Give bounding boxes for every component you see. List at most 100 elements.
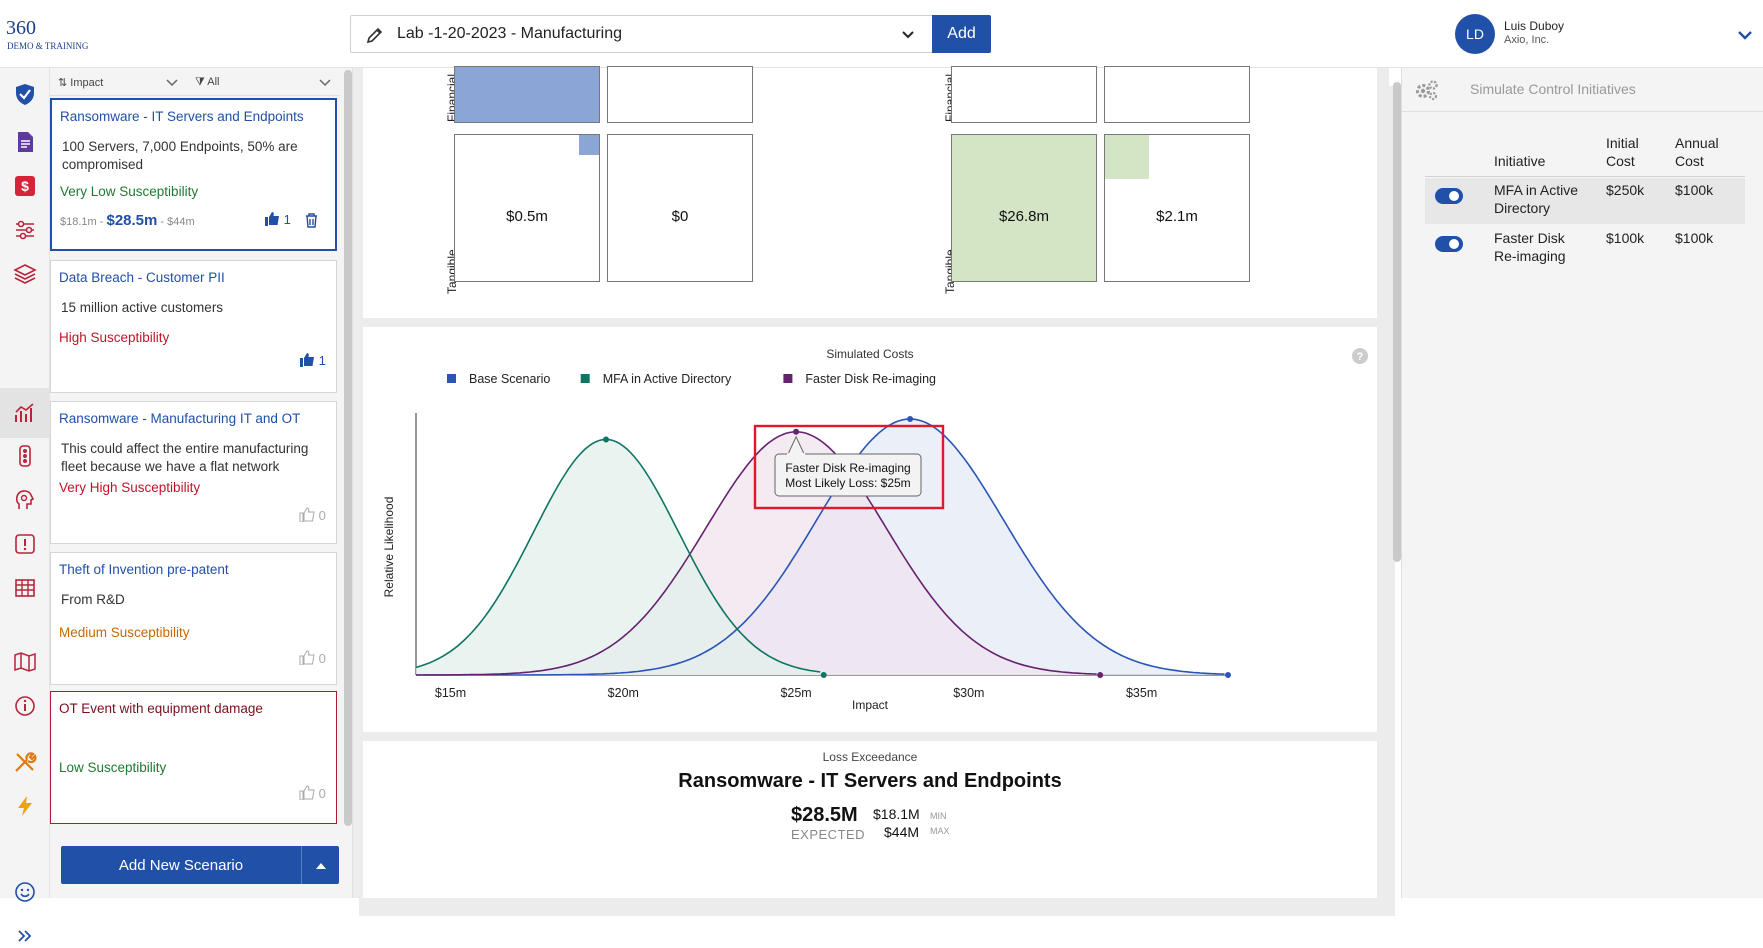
loss-min-label: MIN — [930, 811, 947, 821]
add-scenario-menu-button[interactable] — [301, 846, 339, 884]
lightning-icon[interactable] — [13, 794, 37, 818]
assessment-value: Lab -1-20-2023 - Manufacturing — [397, 25, 623, 42]
matrix-cell: $2.1m — [1104, 134, 1250, 282]
like-button[interactable]: 1 — [299, 352, 326, 368]
table-icon[interactable] — [13, 576, 37, 600]
rail-active-indicator — [0, 388, 50, 438]
loss-range: $18.1m - $28.5m - $44m — [60, 212, 195, 229]
filter-select[interactable]: ⧩ All — [195, 76, 331, 89]
series-peak-point — [793, 428, 800, 435]
matrix-value: $0.5m — [506, 208, 548, 225]
shield-check-icon[interactable] — [13, 82, 37, 106]
range-max: - $44m — [160, 216, 195, 228]
like-button[interactable]: 1 — [264, 211, 291, 227]
legend-label: MFA in Active Directory — [603, 372, 732, 386]
x-tick-label: $25m — [780, 686, 811, 700]
loss-expected-label: EXPECTED — [791, 827, 866, 842]
initiative-toggle[interactable] — [1435, 236, 1463, 252]
svg-text:$: $ — [21, 178, 29, 194]
scenario-description: This could affect the entire manufacturi… — [61, 441, 309, 474]
susceptibility-label: High Susceptibility — [59, 330, 170, 345]
scenario-description: 15 million active customers — [61, 300, 224, 315]
matrix-fill — [579, 135, 599, 155]
dollar-icon[interactable]: $ — [13, 174, 37, 198]
thumbs-up-icon — [299, 650, 315, 666]
initial-cost: $250k — [1606, 182, 1645, 198]
like-button[interactable]: 0 — [299, 785, 326, 801]
main-scroll-thumb[interactable] — [1393, 82, 1401, 562]
simulated-costs-chart[interactable]: Simulated Costs ? Base Scenario MFA in Acti… — [363, 327, 1377, 732]
smiley-icon[interactable] — [13, 880, 37, 904]
header-annual: Annual — [1675, 135, 1719, 151]
initiative-row[interactable]: MFA in Active Directory $250k $100k — [1425, 178, 1745, 224]
y-axis-label: Relative Likelihood — [382, 497, 396, 598]
alert-icon[interactable] — [13, 532, 37, 556]
initial-cost: $100k — [1606, 230, 1645, 246]
assessment-select[interactable]: Lab -1-20-2023 - Manufacturing — [350, 15, 933, 53]
chart-title: Simulated Costs — [826, 347, 913, 361]
initiative-row[interactable]: Faster Disk Re-imaging $100k $100k — [1425, 226, 1745, 272]
layers-icon[interactable] — [13, 262, 37, 286]
tooltip-box — [774, 453, 922, 497]
top-bar: axio360 DEMO & TRAINING Lab -1-20-2023 -… — [0, 0, 1763, 916]
sliders-icon[interactable] — [13, 218, 37, 242]
like-button[interactable]: 0 — [299, 650, 326, 666]
initiative-toggle[interactable] — [1435, 188, 1463, 204]
traffic-light-icon[interactable] — [13, 444, 37, 468]
like-count: 1 — [318, 353, 326, 368]
user-menu-chevron-icon[interactable] — [1737, 27, 1753, 43]
map-icon[interactable] — [13, 650, 37, 674]
tooltip-pointer-mask — [787, 453, 806, 456]
initiative-name-line2: Re-imaging — [1494, 248, 1566, 264]
header-initial: Initial — [1606, 135, 1639, 151]
x-tick-label: $30m — [953, 686, 984, 700]
document-icon[interactable] — [13, 130, 37, 154]
series-line — [415, 438, 821, 673]
tools-icon[interactable] — [13, 750, 37, 774]
axio-logo[interactable]: axio360 DEMO & TRAINING — [6, 18, 1395, 916]
info-icon[interactable] — [13, 694, 37, 718]
matrix-cell — [951, 66, 1097, 123]
head-gear-icon[interactable] — [13, 488, 37, 512]
expand-icon[interactable] — [13, 924, 37, 948]
scenario-card[interactable]: Ransomware - IT Servers and Endpoints 10… — [50, 98, 337, 251]
scenario-card[interactable]: OT Event with equipment damage Low Susce… — [50, 691, 337, 824]
loss-exceedance-panel: Loss Exceedance Ransomware - IT Servers … — [363, 741, 1377, 898]
series-line — [416, 430, 1097, 676]
add-button[interactable]: Add — [932, 15, 991, 53]
logo-subtitle: DEMO & TRAINING — [7, 41, 89, 51]
scenario-card[interactable]: Ransomware - Manufacturing IT and OT Thi… — [50, 401, 337, 544]
tooltip-text: Most Likely Loss: $25m — [785, 476, 910, 490]
initiative-name: Faster Disk — [1494, 230, 1565, 246]
thumbs-up-icon — [299, 507, 315, 523]
add-new-scenario-button[interactable]: Add New Scenario — [61, 846, 301, 884]
thumbs-up-icon — [265, 212, 279, 226]
analytics-icon[interactable] — [13, 401, 37, 425]
series-peak-point — [603, 436, 610, 443]
scenario-title: Ransomware - Manufacturing IT and OT — [59, 411, 301, 426]
avatar[interactable]: LD — [1455, 14, 1495, 54]
scenario-card[interactable]: Data Breach - Customer PII 15 million ac… — [50, 260, 337, 393]
matrix-cell: $26.8m — [951, 134, 1097, 282]
scenario-title: Data Breach - Customer PII — [59, 270, 225, 285]
initiative-name: MFA in Active — [1494, 182, 1579, 198]
matrix-cell: $0.5m — [454, 134, 600, 282]
trash-icon[interactable] — [305, 213, 318, 228]
like-button[interactable]: 0 — [299, 507, 326, 523]
loss-min-value: $18.1M — [873, 806, 920, 822]
scenario-scroll-thumb[interactable] — [344, 70, 352, 826]
gears-icon — [1416, 80, 1438, 101]
filter-row: ⇅ Impact ⧩ All — [50, 68, 340, 96]
simulate-header: Simulate Control Initiatives — [1402, 68, 1763, 112]
series-peak-point — [907, 416, 914, 422]
thumbs-up-icon — [300, 353, 314, 367]
scenario-panel: ⇅ Impact ⧩ All Ransomware - IT Servers a… — [50, 68, 353, 898]
susceptibility-label: Low Susceptibility — [59, 760, 167, 775]
scenario-card[interactable]: Theft of Invention pre-patent From R&D M… — [50, 552, 337, 685]
thumbs-up-icon — [299, 785, 315, 801]
sort-select[interactable]: ⇅ Impact — [58, 76, 178, 89]
main-content: Financial Tangible $0.5m $0 Financial Ta… — [353, 66, 1389, 898]
like-count: 0 — [318, 508, 326, 523]
caret-up-icon — [315, 862, 326, 869]
annual-cost: $100k — [1675, 230, 1714, 246]
